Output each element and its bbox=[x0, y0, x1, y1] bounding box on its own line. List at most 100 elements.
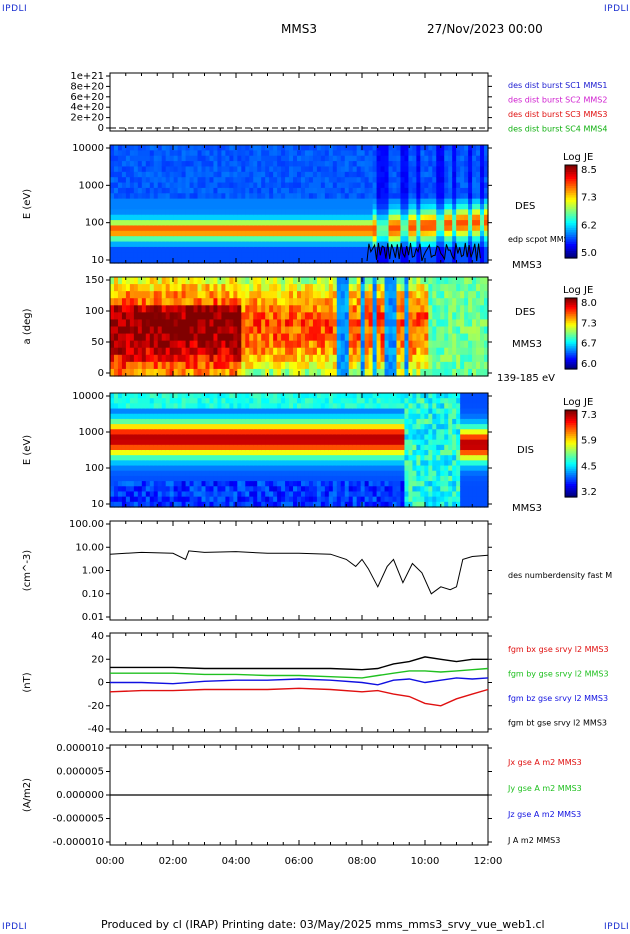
des-energy-cell bbox=[117, 150, 123, 157]
des-energy-cell bbox=[400, 198, 406, 205]
des-energy-cell bbox=[261, 236, 266, 243]
des-energy-cell bbox=[113, 198, 119, 205]
des-energy-cell bbox=[348, 252, 354, 259]
des-energy-cell bbox=[145, 171, 151, 178]
des-pitch-cell bbox=[125, 326, 131, 335]
des-energy-cell bbox=[364, 230, 370, 237]
des-energy-cell bbox=[161, 177, 167, 184]
dis-energy-cell bbox=[133, 491, 139, 498]
des-energy-cell bbox=[448, 225, 453, 232]
des-pitch-cell bbox=[460, 277, 465, 285]
dis-energy-cell bbox=[121, 393, 127, 399]
des-pitch-cell bbox=[464, 312, 469, 321]
des-pitch-cell bbox=[285, 333, 290, 342]
des-energy-cell bbox=[297, 187, 302, 194]
des-pitch-cell bbox=[360, 368, 366, 377]
des-energy-cell bbox=[332, 220, 338, 227]
des-energy-cell bbox=[396, 171, 402, 178]
dis-energy-cell bbox=[304, 403, 310, 410]
des-pitch-cell bbox=[380, 291, 386, 299]
dis-energy-cell bbox=[205, 455, 211, 461]
des-pitch-cell bbox=[213, 361, 219, 370]
dis-energy-cell bbox=[265, 470, 270, 477]
dis-energy-cell bbox=[277, 491, 282, 498]
dis-energy-cell bbox=[281, 439, 286, 446]
des-energy-cell bbox=[480, 225, 485, 232]
des-energy-cell bbox=[324, 166, 330, 173]
des-pitch-cell bbox=[277, 361, 282, 370]
des-energy-cell bbox=[420, 257, 425, 264]
dis-energy-cell bbox=[233, 486, 238, 493]
dis-energy-cell bbox=[193, 455, 199, 461]
des-pitch-cell bbox=[344, 347, 350, 356]
dis-energy-cell bbox=[157, 501, 163, 508]
dis-energy-cell bbox=[229, 465, 234, 472]
dis-energy-cell bbox=[145, 460, 151, 467]
des-energy-cell bbox=[145, 214, 151, 221]
dis-energy-cell bbox=[233, 413, 238, 420]
des-energy-cell bbox=[428, 187, 433, 194]
des-energy-colorbar-tick-label: 6.2 bbox=[581, 220, 597, 231]
des-pitch-cell bbox=[173, 326, 179, 335]
des-energy-cell bbox=[464, 155, 469, 162]
des-energy-cell bbox=[285, 187, 290, 194]
dis-energy-cell bbox=[133, 475, 139, 482]
dis-energy-cell bbox=[273, 450, 278, 456]
dis-energy-cell bbox=[205, 434, 211, 441]
dis-energy-cell bbox=[297, 418, 302, 425]
dis-energy-cell bbox=[181, 450, 187, 456]
dis-energy-cell bbox=[320, 429, 326, 436]
des-energy-cell bbox=[213, 177, 219, 184]
dis-energy-cell bbox=[281, 481, 286, 487]
des-pitch-cell bbox=[364, 305, 370, 313]
burst-legend-item: des dist burst SC1 MMS1 bbox=[508, 81, 607, 90]
des-energy-cell bbox=[217, 166, 223, 173]
dis-energy-cell bbox=[241, 481, 246, 487]
des-energy-cell bbox=[372, 220, 378, 227]
des-energy-cell bbox=[217, 236, 223, 243]
des-energy-cell bbox=[368, 193, 374, 200]
des-pitch-cell bbox=[161, 319, 167, 328]
dis-energy-cell bbox=[193, 413, 199, 420]
des-energy-cell bbox=[420, 155, 425, 162]
des-energy-cell bbox=[356, 177, 362, 184]
des-energy-cell bbox=[129, 155, 135, 162]
des-pitch-cell bbox=[121, 361, 127, 370]
des-pitch-cell bbox=[448, 361, 453, 370]
dis-energy-cell bbox=[185, 393, 191, 399]
des-pitch-cell bbox=[165, 368, 171, 377]
des-energy-cell bbox=[328, 252, 334, 259]
dis-energy-cell bbox=[197, 398, 203, 404]
des-pitch-cell bbox=[408, 333, 413, 342]
des-pitch-cell bbox=[233, 354, 238, 363]
dis-energy-cell bbox=[165, 475, 171, 482]
dis-energy-cell bbox=[129, 413, 135, 420]
des-energy-cell bbox=[472, 182, 477, 189]
dis-energy-cell bbox=[213, 408, 219, 415]
des-energy-cell bbox=[145, 241, 151, 248]
des-energy-cell bbox=[261, 214, 266, 221]
des-energy-cell bbox=[233, 171, 238, 178]
des-pitch-cell bbox=[169, 284, 175, 292]
des-pitch-cell bbox=[452, 284, 457, 292]
des-energy-cell bbox=[169, 225, 175, 232]
des-pitch-colorbar-segment bbox=[565, 308, 577, 312]
des-pitch-cell bbox=[380, 326, 386, 335]
dis-energy-cell bbox=[145, 496, 151, 503]
des-pitch-cell bbox=[316, 340, 322, 349]
dis-energy-cell bbox=[110, 413, 115, 420]
dis-energy-cell bbox=[110, 455, 115, 461]
des-energy-cell bbox=[137, 171, 143, 178]
des-energy-cell bbox=[384, 187, 390, 194]
des-energy-cell bbox=[277, 204, 282, 210]
des-energy-cell bbox=[316, 230, 322, 237]
dis-energy-cell bbox=[153, 403, 159, 410]
des-pitch-cell bbox=[320, 354, 326, 363]
dis-energy-cell bbox=[185, 491, 191, 498]
dis-energy-cell bbox=[133, 470, 139, 477]
des-pitch-cell bbox=[281, 284, 286, 292]
des-pitch-cell bbox=[121, 368, 127, 377]
des-energy-cell bbox=[137, 252, 143, 259]
des-energy-cell bbox=[456, 225, 461, 232]
des-energy-cell bbox=[293, 204, 298, 210]
